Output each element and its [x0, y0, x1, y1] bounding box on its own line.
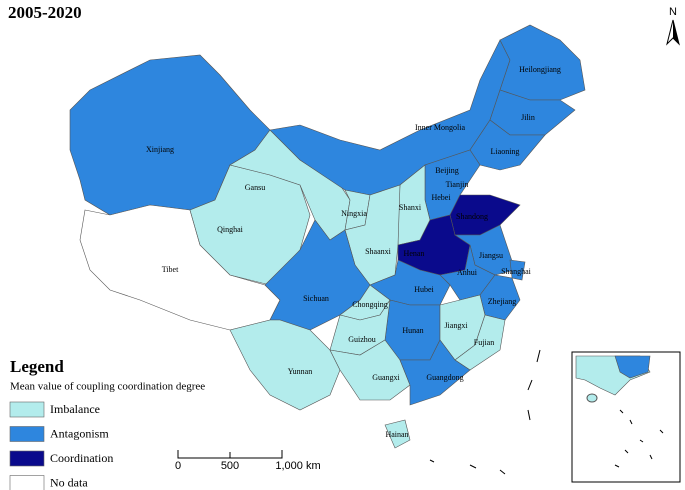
region	[384, 419, 411, 449]
region-label: Zhejiang	[488, 297, 516, 306]
region-label: Hebei	[431, 193, 451, 202]
region-label: Inner Mongolia	[415, 123, 465, 132]
region-label: Jiangxi	[444, 321, 468, 330]
map-title: 2005-2020	[8, 3, 82, 22]
region-label: Guizhou	[348, 335, 376, 344]
region-label: Gansu	[245, 183, 265, 192]
region-label: Yunnan	[288, 367, 312, 376]
region-label: Guangxi	[372, 373, 400, 382]
scale-label: 1,000 km	[275, 460, 320, 472]
scale-bar	[177, 450, 283, 459]
north-label: N	[669, 6, 677, 18]
legend-label: Antagonism	[50, 426, 109, 440]
legend-swatch	[9, 426, 45, 442]
region-label: Fujian	[474, 338, 494, 347]
legend-title: Legend	[10, 357, 64, 376]
islands	[429, 349, 541, 475]
inset-land	[614, 355, 651, 379]
legend-label: Coordination	[50, 451, 113, 465]
regions: Xinjiang Tibet Qinghai Gansu Inner Mongolia H…	[69, 24, 586, 449]
region-label: Shaanxi	[365, 247, 392, 256]
inset-island	[586, 393, 598, 403]
legend-label: No data	[50, 475, 88, 489]
legend: Imbalance Antagonism Coordination No data	[9, 401, 113, 490]
region-label: Anhui	[457, 268, 478, 277]
legend-swatch	[9, 475, 45, 490]
region-label: Hunan	[402, 326, 423, 335]
region-label: Hainan	[385, 430, 408, 439]
region-label: Liaoning	[491, 147, 520, 156]
north-arrow-fill	[673, 20, 679, 44]
region-label: Tibet	[162, 265, 179, 274]
region	[399, 339, 471, 406]
region-label: Jiangsu	[479, 251, 503, 260]
region	[189, 164, 311, 286]
region	[229, 319, 341, 411]
region-label: Tianjin	[446, 180, 469, 189]
region-label: Shandong	[456, 212, 488, 221]
region-label: Beijing	[435, 166, 459, 175]
legend-subtitle: Mean value of coupling coordination degr…	[10, 381, 205, 393]
region-label: Chongqing	[352, 300, 388, 309]
region-label: Sichuan	[303, 294, 329, 303]
region	[509, 259, 526, 281]
region-label: Heilongjiang	[519, 65, 561, 74]
region-label: Xinjiang	[146, 145, 174, 154]
region-label: Qinghai	[217, 225, 244, 234]
legend-swatch	[9, 401, 45, 418]
region-label: Ningxia	[341, 209, 367, 218]
region-label: Shanghai	[501, 267, 532, 276]
inset-islands	[614, 409, 664, 468]
scale-label: 500	[221, 460, 239, 472]
scale-label: 0	[175, 460, 181, 472]
region-label: Jilin	[521, 113, 535, 122]
region-label: Guangdong	[426, 373, 463, 382]
region-label: Henan	[404, 249, 425, 258]
region-label: Shanxi	[399, 203, 422, 212]
region-label: Hubei	[414, 285, 434, 294]
legend-swatch	[9, 450, 45, 467]
region	[499, 24, 586, 101]
legend-label: Imbalance	[50, 402, 100, 416]
